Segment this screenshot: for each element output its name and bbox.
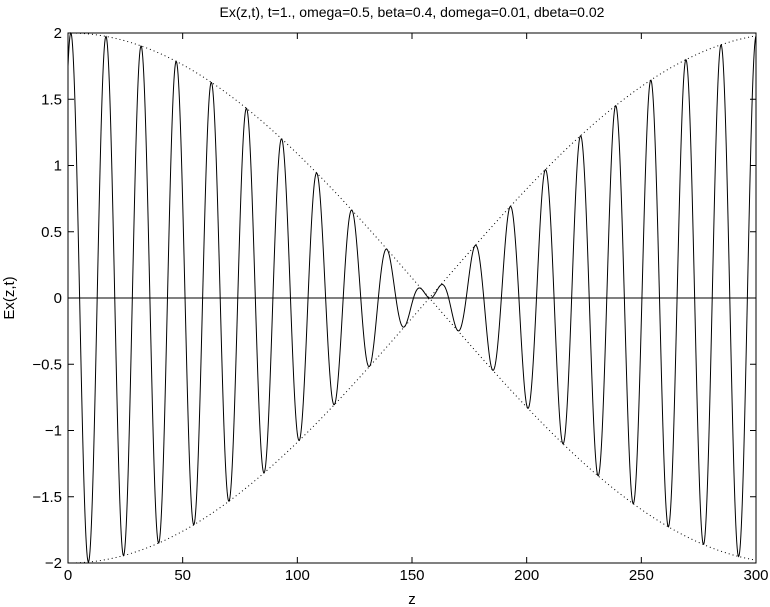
- x-tick-label: 0: [64, 567, 72, 584]
- y-tick-label: 1: [54, 158, 62, 175]
- x-tick-label: 300: [743, 567, 768, 584]
- y-tick-label: −1: [45, 423, 62, 440]
- series-ex-line: [67, 32, 757, 563]
- series-lower-envelope: [68, 35, 757, 564]
- y-tick-label: −1.5: [32, 489, 62, 506]
- y-tick-label: −2: [45, 555, 62, 572]
- y-tick-label: 2: [54, 25, 62, 42]
- x-tick-label: 50: [174, 567, 191, 584]
- plot-area: 0 50 100 150 200 250 300 2 1.5 1 0.5 0 −0.5 −1 −1.5 −2: [32, 25, 768, 584]
- series-upper-envelope: [68, 32, 757, 561]
- x-tick-label: 150: [399, 567, 424, 584]
- x-axis-label: z: [408, 591, 416, 607]
- chart-title: Ex(z,t), t=1., omega=0.5, beta=0.4, dome…: [220, 4, 605, 20]
- y-tick-label: 1.5: [41, 91, 62, 108]
- y-tick-label: 0: [54, 290, 62, 307]
- y-tick-label: 0.5: [41, 224, 62, 241]
- y-tick-label: −0.5: [32, 356, 62, 373]
- x-tick-label: 250: [629, 567, 654, 584]
- x-tick-label: 100: [285, 567, 310, 584]
- y-axis-label: Ex(z,t): [1, 276, 18, 319]
- x-tick-label: 200: [514, 567, 539, 584]
